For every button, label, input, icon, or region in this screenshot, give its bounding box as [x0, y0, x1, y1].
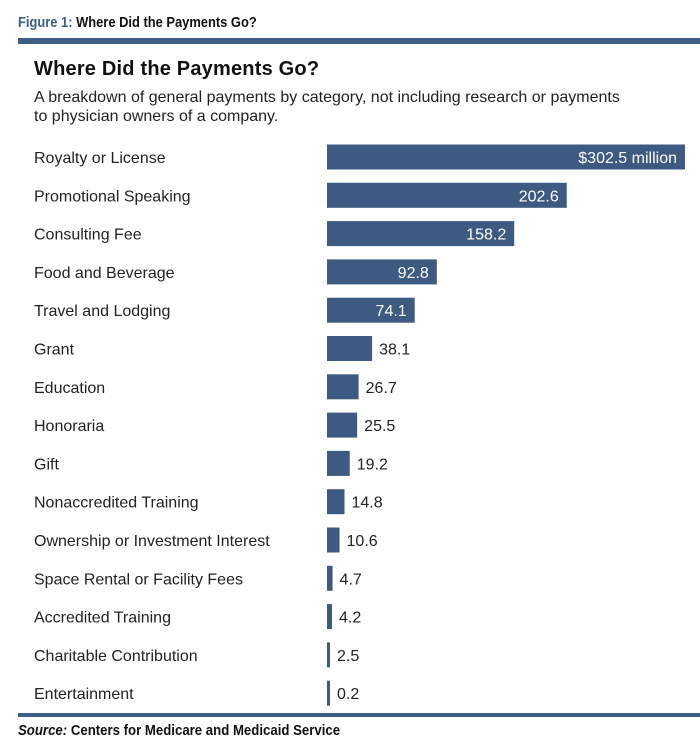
figure-number: Figure 1: [18, 14, 69, 31]
bar: [327, 604, 332, 630]
category-label: Food and Beverage: [34, 265, 175, 282]
bar: [327, 489, 345, 515]
value-label: 4.7: [340, 571, 362, 588]
figure-colon: :: [68, 14, 73, 31]
bar: [327, 680, 330, 706]
bar: [327, 336, 373, 361]
value-label: 0.2: [337, 686, 359, 703]
category-label: Grant: [34, 342, 75, 359]
bar: [327, 642, 330, 668]
category-label: Ownership or Investment Interest: [34, 533, 270, 550]
bar: [327, 450, 350, 476]
chart-title: Where Did the Payments Go?: [34, 58, 320, 80]
figure-title: Where Did the Payments Go?: [76, 14, 257, 31]
category-label: Consulting Fee: [34, 227, 142, 244]
source-text: Centers for Medicare and Medicaid Servic…: [70, 722, 341, 739]
bottom-rule: [18, 713, 700, 717]
bar: [327, 565, 333, 591]
value-label: 19.2: [357, 456, 388, 473]
category-label: Education: [34, 380, 105, 397]
bar: [327, 374, 359, 400]
category-label: Accredited Training: [34, 610, 171, 627]
category-label: Honoraria: [34, 418, 104, 435]
chart-subtitle: A breakdown of general payments by categ…: [34, 89, 620, 125]
bar: [327, 527, 340, 553]
category-label: Promotional Speaking: [34, 188, 191, 205]
value-label: 26.7: [366, 380, 397, 397]
top-rule: [18, 38, 700, 44]
bar: [327, 297, 415, 323]
value-label: 38.1: [379, 342, 410, 359]
source-label: Source:: [18, 722, 68, 739]
value-label: 25.5: [364, 418, 395, 435]
bar: [327, 259, 437, 285]
bar: [327, 412, 358, 438]
bar-chart: Royalty or License $302.5 million Promotio…: [34, 144, 685, 706]
bar: [327, 144, 685, 170]
category-label: Charitable Contribution: [34, 648, 198, 665]
value-label: 158.2: [466, 227, 506, 244]
category-label: Gift: [34, 456, 59, 473]
category-label: Entertainment: [34, 686, 134, 703]
value-label: 74.1: [376, 303, 407, 320]
value-label: 202.6: [519, 188, 559, 205]
figure-caption: Figure 1: Where Did the Payments Go?: [18, 14, 257, 31]
bar: [327, 182, 567, 208]
value-label: 2.5: [337, 648, 359, 665]
bar: [327, 221, 515, 247]
value-label: 92.8: [398, 265, 429, 282]
category-label: Nonaccredited Training: [34, 495, 199, 512]
value-label: 10.6: [347, 533, 378, 550]
source-line: Source: Centers for Medicare and Medicai…: [18, 722, 340, 739]
value-label: 4.2: [339, 610, 361, 627]
category-label: Travel and Lodging: [34, 303, 170, 320]
category-label: Royalty or License: [34, 150, 166, 167]
category-label: Space Rental or Facility Fees: [34, 571, 243, 588]
value-label: $302.5 million: [578, 150, 677, 167]
value-label: 14.8: [352, 495, 383, 512]
